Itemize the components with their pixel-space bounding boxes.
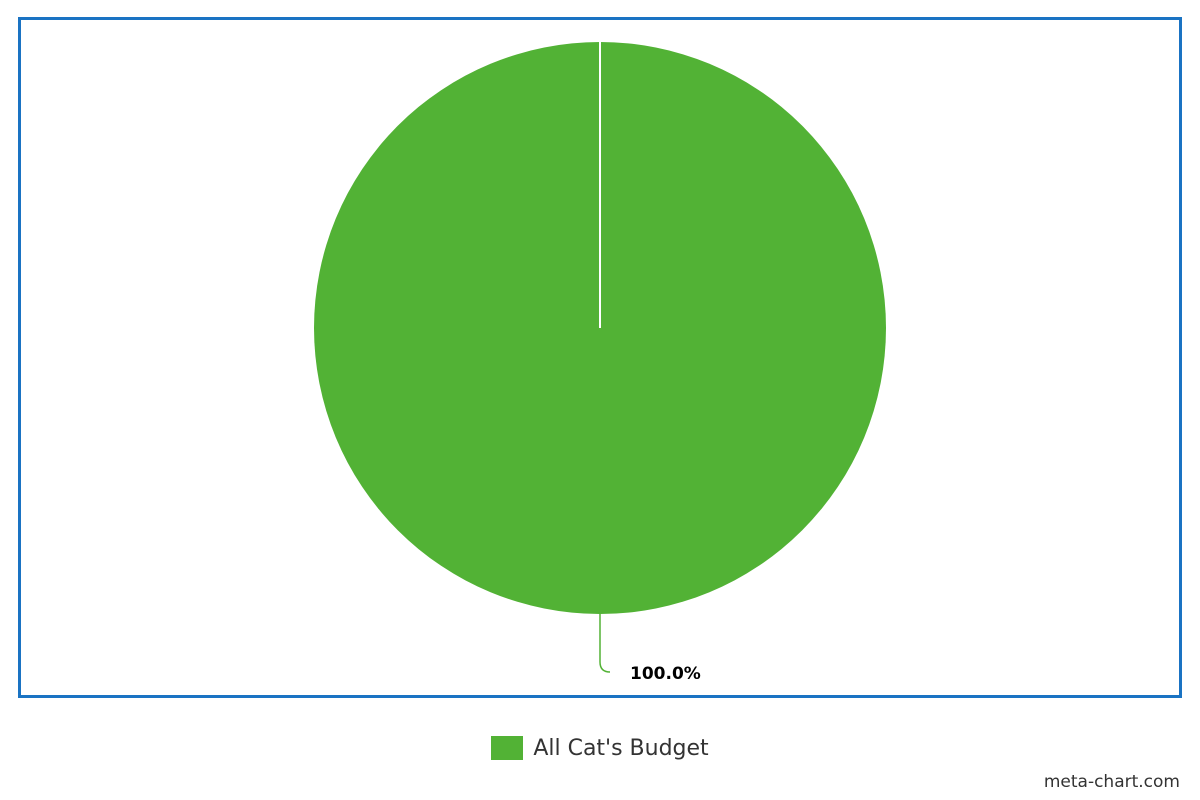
- plot-area-border: [18, 17, 1182, 698]
- legend-label: All Cat's Budget: [533, 735, 709, 761]
- pie-slices: [314, 42, 886, 614]
- legend: All Cat's Budget: [0, 730, 1200, 766]
- data-label: 100.0%: [630, 664, 701, 684]
- legend-swatch: [491, 736, 524, 760]
- data-label-connector: [599, 614, 611, 673]
- pie-data-labels: 100.0%: [599, 614, 701, 684]
- watermark-text: meta-chart.com: [1043, 772, 1180, 792]
- legend-item[interactable]: All Cat's Budget: [491, 735, 709, 761]
